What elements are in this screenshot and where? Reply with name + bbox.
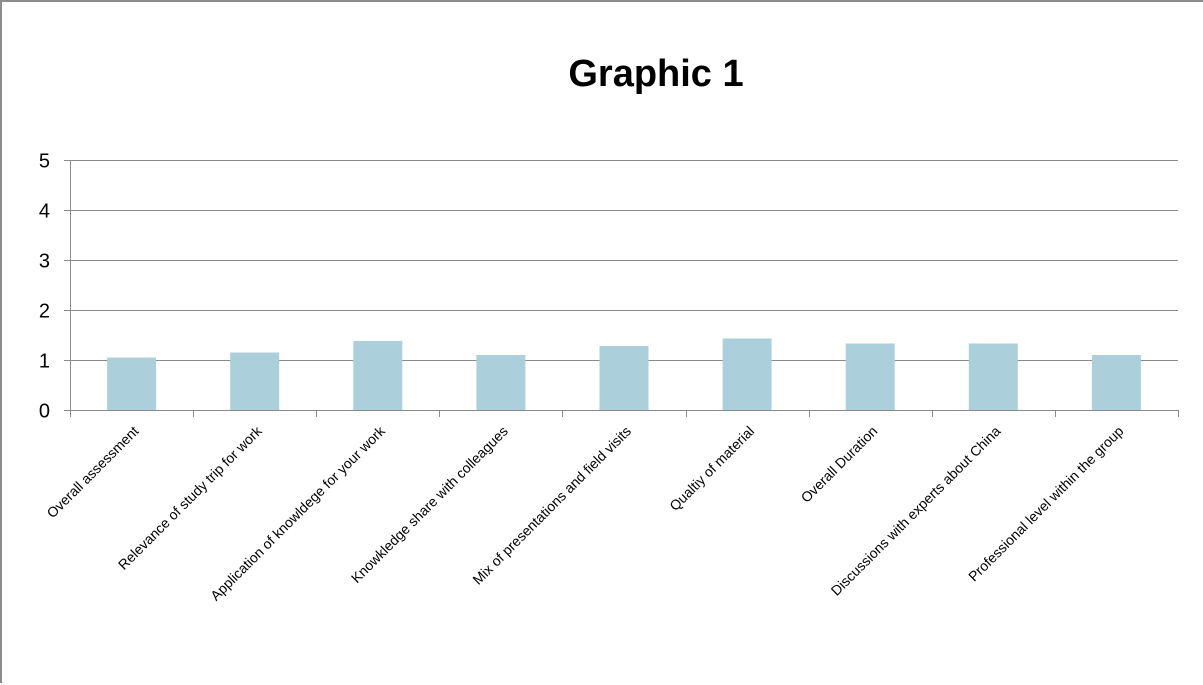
x-category-label: Relevance of study trip for work [115,422,266,573]
y-tick-label: 2 [39,301,50,323]
bar [230,352,280,410]
x-category-label: Qualtiy of material [666,423,757,514]
bar [476,355,526,410]
x-category-label: Overall Duration [798,423,881,506]
y-tick-label: 1 [39,351,50,373]
bars [107,338,1141,410]
y-axis-tick-labels: 0 1 2 3 4 5 [39,151,50,423]
bar [722,338,772,410]
bar [968,343,1018,410]
bar [599,346,649,410]
bar [845,343,895,410]
y-tick-label: 3 [39,251,50,273]
bar [107,357,157,410]
bar [353,341,403,410]
gridlines [70,160,1178,361]
axes [64,160,1179,417]
bar [1091,355,1141,410]
x-category-label: Overall assessment [43,423,141,521]
chart-title: Graphic 1 [568,53,743,95]
y-tick-label: 4 [39,201,50,223]
y-tick-label: 0 [39,401,50,423]
y-tick-label: 5 [39,151,50,173]
